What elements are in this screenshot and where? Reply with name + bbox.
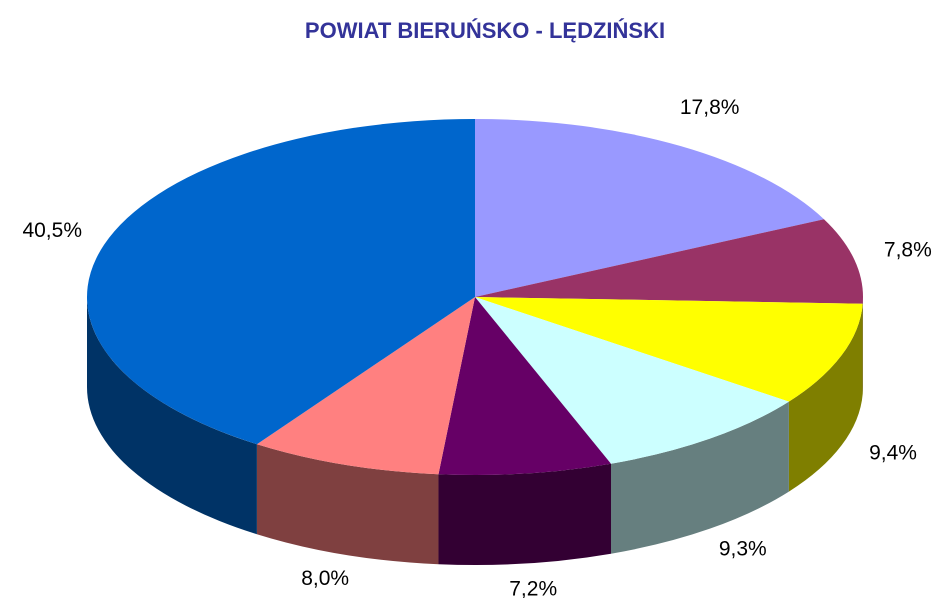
pie-slice-side — [611, 401, 789, 554]
data-label: 7,2% — [509, 577, 557, 598]
pie-slice — [475, 119, 824, 297]
data-label: 40,5% — [22, 219, 82, 242]
chart-title: POWIAT BIERUŃSKO - LĘDZIŃSKI — [305, 18, 665, 43]
data-label: 9,4% — [869, 441, 917, 464]
data-label: 9,3% — [719, 537, 767, 560]
data-label: 8,0% — [301, 567, 349, 590]
pie-slice-side — [788, 303, 863, 492]
pie-slice — [86, 118, 475, 445]
pie-slice — [438, 297, 612, 476]
data-label: 7,8% — [884, 239, 932, 262]
pie-slice-side — [87, 297, 257, 535]
pie-slice-side — [256, 444, 439, 565]
pie-slice — [475, 219, 863, 304]
data-label: 17,8% — [680, 96, 740, 119]
pie-slice-side — [438, 463, 612, 565]
pie-slice — [256, 297, 475, 475]
pie-slice — [475, 297, 863, 402]
pie-slice — [475, 297, 789, 464]
